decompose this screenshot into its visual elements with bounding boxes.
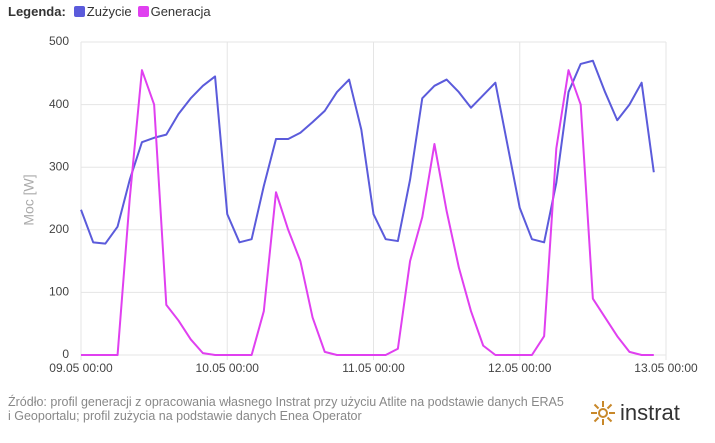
series-line [80,59,655,245]
logo: instrat [590,400,680,426]
x-tick-label: 09.05 00:00 [49,361,113,375]
y-tick-label: 0 [62,347,69,361]
x-tick-label: 11.05 00:00 [342,361,405,375]
x-tick-label: 13.05 00:00 [634,361,698,375]
y-axis-label: Moc [W] [21,174,37,225]
legend-item: Generacja [137,4,211,19]
y-tick-label: 300 [49,159,69,173]
legend: Legenda: Zużycie Generacja [8,4,211,19]
y-tick-label: 100 [49,285,69,299]
x-tick-label: 10.05 00:00 [196,361,260,375]
source-note: Źródło: profil generacji z opracowania w… [8,395,564,423]
chart: Moc [W] 0 100 200 300 400 500 09.05 00:00 10.05… [21,34,698,375]
legend-title: Legenda: [8,4,66,19]
x-tick-label: 12.05 00:00 [488,361,552,375]
y-tick-label: 500 [49,34,69,48]
legend-item: Zużycie [73,4,132,19]
y-tick-label: 200 [49,222,69,236]
logo-text: instrat [620,400,680,425]
legend-label: Zużycie [86,4,132,19]
legend-label: Generacja [150,4,211,19]
legend-swatch [73,6,85,17]
logo-icon [591,401,615,425]
legend-swatch [137,6,149,17]
series-line [81,69,654,356]
y-tick-label: 400 [49,97,69,111]
